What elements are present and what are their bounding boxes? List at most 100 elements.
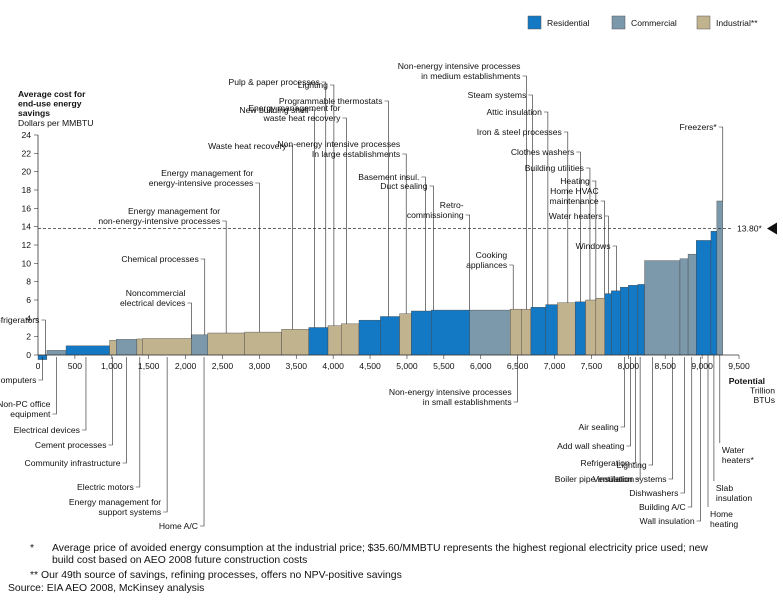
label-above: Energy management for	[161, 168, 253, 178]
leader-line	[522, 75, 527, 310]
x-title-line: Potential	[729, 376, 765, 386]
x-tick-label: 6,000	[470, 361, 492, 371]
bar	[380, 316, 400, 356]
bar	[644, 260, 681, 356]
label-above: Cooking	[476, 250, 508, 260]
leader-line	[52, 357, 57, 415]
bar	[619, 286, 629, 356]
label-above: Refrigerators	[0, 315, 39, 325]
label-above: Water heaters	[549, 211, 603, 221]
label-above: Waste heat recovery	[208, 141, 287, 151]
y-tick-label: 6	[26, 295, 31, 305]
label-above: In large establishments	[312, 149, 400, 159]
bar	[469, 309, 511, 356]
threshold-line: 13.80*	[38, 222, 777, 235]
leader-line	[680, 357, 685, 494]
bar	[696, 240, 712, 356]
leader-line	[200, 357, 205, 527]
label-below: Home A/C	[159, 521, 198, 531]
x-tick-label: 8,000	[618, 361, 640, 371]
leader-line	[429, 185, 434, 311]
footnote-2-mark: **	[30, 570, 39, 581]
label-above: maintenance	[549, 196, 598, 206]
bar	[716, 200, 723, 356]
leader-line	[718, 126, 724, 201]
y-tick-label: 10	[21, 258, 31, 268]
leader-line	[604, 215, 609, 294]
bar	[136, 338, 143, 356]
leader-line	[636, 357, 641, 480]
source-line: Source: EIA AEO 2008, McKinsey analysis	[8, 583, 205, 594]
label-above: waste heat recovery	[263, 113, 342, 123]
y-title-line: savings	[18, 108, 50, 118]
leader-line	[41, 319, 46, 355]
label-below: Boiler pipe insulation	[555, 474, 635, 484]
leader-line	[81, 357, 87, 431]
leader-line	[626, 357, 631, 447]
y-title-line: Average cost for	[18, 89, 86, 99]
bar	[65, 345, 110, 356]
label-above: Freezers*	[680, 122, 718, 132]
bar	[281, 329, 310, 356]
leader-line	[631, 357, 636, 464]
y-tick-label: 0	[26, 350, 31, 360]
x-title-line: BTUs	[754, 395, 775, 405]
label-above: Duct sealing	[380, 181, 428, 191]
y-tick-label: 20	[21, 167, 31, 177]
label-above: Non-energy intensive processes	[398, 61, 521, 71]
threshold-label: 13.80*	[737, 224, 763, 234]
x-tick-label: 500	[68, 361, 83, 371]
x-tick-label: 1,500	[138, 361, 160, 371]
label-above: Heating	[560, 176, 590, 186]
bar	[399, 313, 412, 356]
bar	[574, 301, 586, 356]
bar	[308, 327, 329, 356]
bar	[545, 304, 558, 356]
y-unit: Dollars per MMBTU	[18, 118, 93, 128]
x-tick-label: 4,000	[322, 361, 344, 371]
x-tick-label: 9,000	[691, 361, 713, 371]
bar	[637, 284, 645, 356]
threshold-arrow	[767, 222, 777, 235]
bar	[679, 258, 689, 356]
label-below: Community infrastructure	[25, 458, 121, 468]
leader-line	[384, 100, 389, 317]
label-above: electrical devices	[120, 298, 185, 308]
x-tick-label: 5,500	[433, 361, 455, 371]
label-above: Building utilities	[525, 163, 584, 173]
legend-label: Industrial**	[716, 18, 758, 28]
leader-line	[135, 357, 141, 488]
leader-line	[648, 357, 653, 466]
leader-line	[402, 153, 407, 314]
label-below: Water	[722, 445, 745, 455]
label-above: Steam systems	[468, 90, 527, 100]
bar	[628, 285, 639, 356]
x-tick-label: 5,000	[396, 361, 418, 371]
leader-line	[222, 220, 227, 333]
leader-line	[310, 109, 316, 328]
leader-line	[612, 245, 617, 291]
bar	[557, 302, 576, 356]
bar	[521, 308, 532, 356]
x-tick-label: 9,500	[728, 361, 750, 371]
y-title-line: end-use energy	[18, 99, 82, 109]
label-below: Dishwashers	[629, 488, 678, 498]
footnote-2-text: Our 49th source of savings, refining pro…	[40, 570, 402, 581]
bar	[530, 307, 546, 356]
label-above: Home HVAC	[550, 186, 599, 196]
label-above: Chemical processes	[121, 254, 198, 264]
y-tick-label: 24	[21, 130, 31, 140]
x-tick-label: 1,000	[101, 361, 123, 371]
label-above: Non-energy intensive processes	[277, 139, 400, 149]
bar	[411, 310, 432, 356]
label-below: Non-energy intensive processes	[389, 387, 512, 397]
x-title-line: Trillion	[750, 386, 775, 396]
label-below: Electrical devices	[14, 425, 80, 435]
leader-line	[513, 357, 518, 403]
label-below: heaters*	[722, 455, 755, 465]
label-below: Slab	[716, 483, 733, 493]
label-above: Noncommercial	[126, 288, 186, 298]
y-tick-label: 16	[21, 203, 31, 213]
label-above: commissioning	[407, 210, 464, 220]
label-below: Non-PC office	[0, 399, 51, 409]
